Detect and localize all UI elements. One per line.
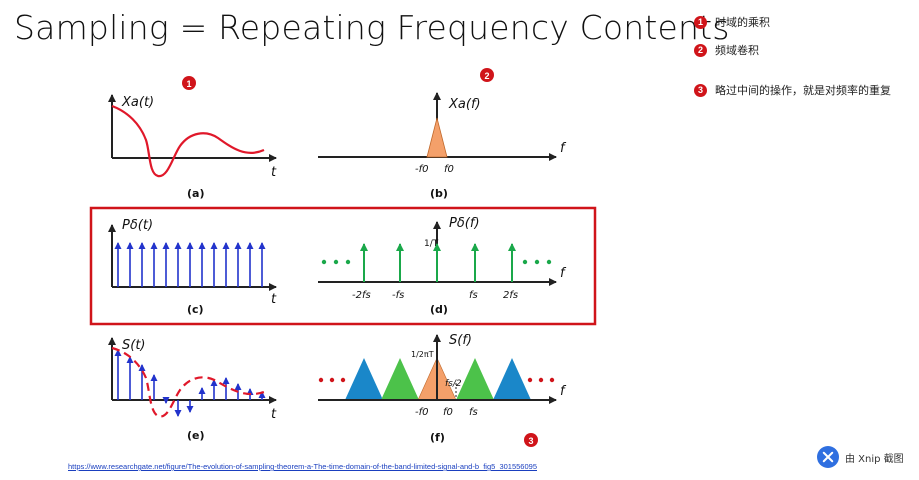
tick-neg-2fs: -2fs — [352, 290, 371, 301]
note-text: 频域卷积 — [715, 44, 759, 57]
badge-b — [480, 68, 494, 82]
badge-a — [182, 76, 196, 90]
caption-c: (c) — [187, 303, 204, 316]
half-fs-label: fs/2 — [445, 379, 462, 389]
note-text: 略过中间的操作，就是对频率的重复 — [715, 84, 891, 97]
tick-f0: f0 — [443, 407, 453, 418]
envelope-curve — [111, 346, 265, 418]
spectrum-blue-left — [345, 358, 383, 400]
panel-e-label: S(t) — [122, 338, 146, 353]
note-item: 1 时域的乘积 — [694, 14, 770, 30]
panel-f: S(f) 1/2πT fs/2 f -f0 f0 fs (f) 3 — [318, 333, 567, 447]
panel-e: S(t) t (e) — [108, 337, 277, 442]
dots-right — [527, 377, 555, 383]
amplitude-label: 1/T — [424, 239, 439, 249]
panel-d-label: Pδ(f) — [449, 216, 480, 231]
caption-a: (a) — [187, 187, 204, 200]
caption-b: (b) — [430, 187, 448, 200]
note-text: 时域的乘积 — [715, 16, 770, 29]
axis-f-label: f — [560, 141, 567, 156]
spectrum-green-left — [381, 358, 419, 400]
badge-f — [524, 433, 538, 447]
dots-right — [522, 259, 552, 265]
tick-2fs: 2fs — [503, 290, 518, 301]
axis-t-label: t — [271, 165, 277, 180]
note-badge: 1 — [694, 15, 707, 29]
caption-e: (e) — [187, 429, 205, 442]
xnip-logo-icon — [817, 446, 839, 468]
spectrum-triangle — [426, 117, 448, 158]
spectrum-green-right — [456, 358, 494, 400]
source-link[interactable]: https://www.researchgate.net/figure/The-… — [68, 462, 537, 471]
spectrum-blue-right — [493, 358, 531, 400]
xnip-watermark: 由 Xnip 截图 — [817, 446, 904, 468]
note-item: 3 略过中间的操作，就是对频率的重复 — [694, 82, 891, 98]
panel-b: Xa(f) f -f0 f0 (b) 2 — [318, 68, 567, 200]
svg-text:1: 1 — [186, 79, 191, 89]
caption-f: (f) — [430, 431, 445, 444]
xnip-text: 由 Xnip 截图 — [845, 453, 904, 465]
highlight-box — [89, 206, 597, 326]
tick-neg-fs: -fs — [392, 290, 404, 301]
panel-c: Pδ(t) t (c) — [108, 218, 277, 316]
tick-fs: fs — [469, 290, 478, 301]
tick-fs: fs — [469, 407, 478, 418]
panel-d: Pδ(f) 1/T f -2fs -fs fs 2fs (d) — [318, 216, 567, 316]
axis-f-label: f — [560, 266, 567, 281]
note-item: 2 频域卷积 — [694, 42, 759, 58]
axis-t-label: t — [271, 292, 277, 307]
note-badge: 3 — [694, 83, 707, 97]
amplitude-label: 1/2πT — [411, 350, 434, 359]
dots-left — [318, 377, 346, 383]
caption-d: (d) — [430, 303, 448, 316]
panel-b-label: Xa(f) — [448, 97, 481, 112]
panel-a: Xa(t) t (a) 1 — [108, 76, 277, 200]
svg-text:2: 2 — [484, 71, 489, 81]
impulse-train — [114, 242, 266, 287]
tick-f0: f0 — [444, 164, 454, 175]
tick-neg-f0: -f0 — [415, 407, 429, 418]
signal-curve — [111, 104, 265, 178]
svg-text:3: 3 — [528, 436, 533, 446]
sampled-impulses — [114, 349, 266, 417]
panel-f-label: S(f) — [449, 333, 472, 348]
note-badge: 2 — [694, 43, 707, 57]
axis-t-label: t — [271, 407, 277, 422]
tick-neg-f0: -f0 — [415, 164, 429, 175]
page-title: Sampling = Repeating Frequency Contents — [14, 8, 730, 47]
axis-f-label: f — [560, 384, 567, 399]
panel-a-label: Xa(t) — [121, 95, 154, 110]
panel-c-label: Pδ(t) — [122, 218, 153, 233]
dots-left — [321, 259, 351, 265]
